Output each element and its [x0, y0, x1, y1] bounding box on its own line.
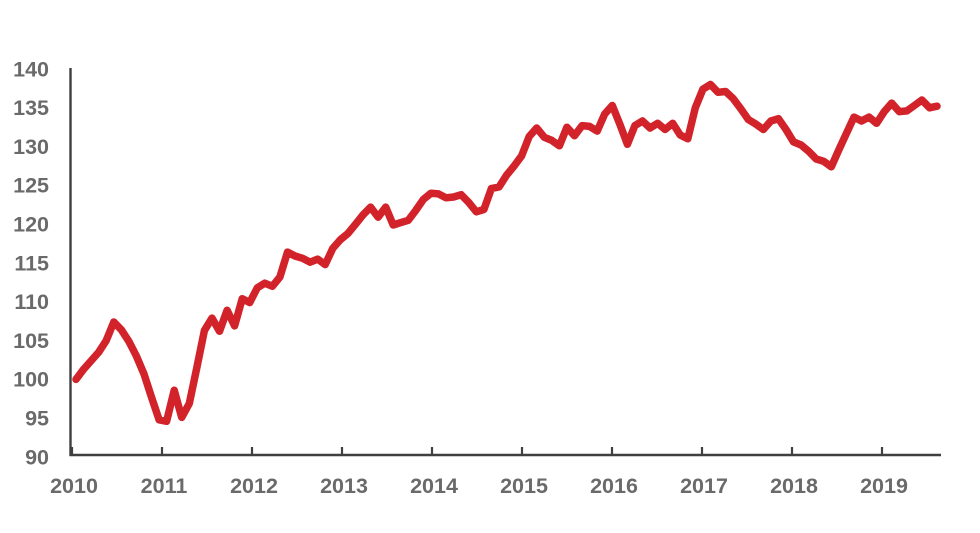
x-tick-label: 2019: [860, 474, 908, 498]
y-tick-label: 125: [13, 174, 49, 198]
x-tick-label: 2017: [680, 474, 728, 498]
x-tick-label: 2016: [590, 474, 638, 498]
x-tick-label: 2015: [500, 474, 548, 498]
y-tick-label: 120: [13, 213, 49, 237]
y-tick-label: 105: [13, 329, 49, 353]
y-tick-label: 115: [14, 251, 49, 275]
y-tick-label: 130: [13, 135, 49, 159]
y-tick-label: 95: [25, 407, 49, 431]
y-tick-label: 110: [14, 290, 49, 314]
x-tick-label: 2014: [410, 474, 458, 498]
x-tick-label: 2011: [141, 474, 188, 498]
x-tick-label: 2013: [320, 474, 368, 498]
y-tick-label: 135: [13, 96, 49, 120]
x-tick-label: 2018: [770, 474, 818, 498]
index-line-series: [72, 80, 941, 426]
x-tick-label: 2010: [50, 474, 98, 498]
y-tick-label: 100: [13, 368, 49, 392]
y-tick-label: 140: [13, 57, 49, 81]
x-tick-label: 2012: [230, 474, 278, 498]
y-tick-label: 90: [25, 445, 49, 469]
